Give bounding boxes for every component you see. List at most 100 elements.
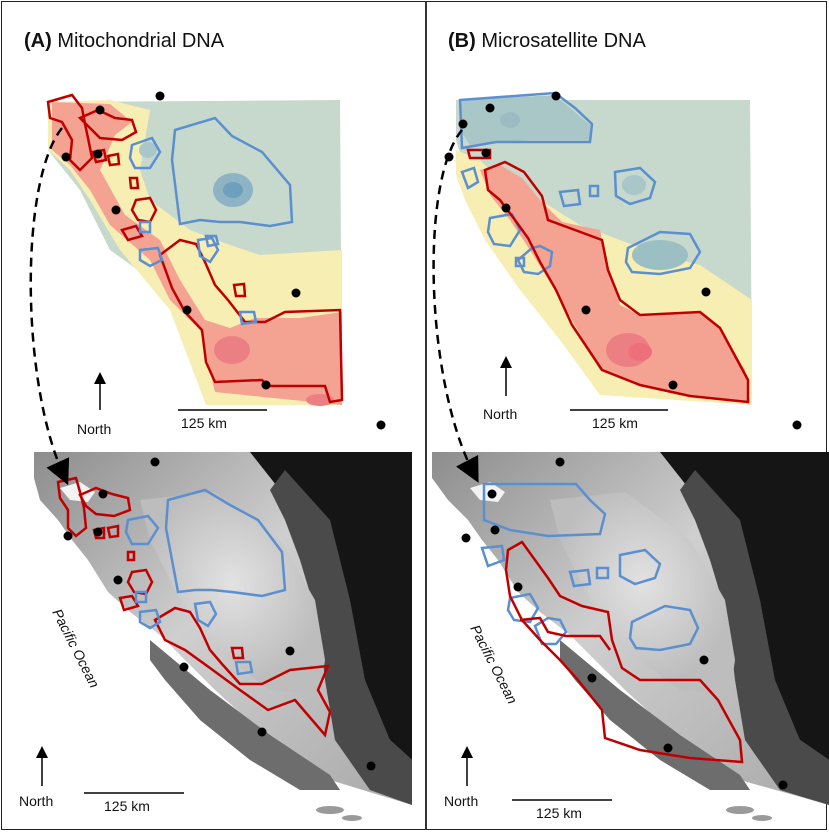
panel-b-low-region	[568, 568, 592, 588]
panel-a-low-region	[164, 488, 287, 598]
panel-b-island	[726, 806, 754, 814]
panel-a-top-regions	[46, 93, 344, 404]
panel-b-high-region	[519, 616, 612, 651]
sample-point	[61, 152, 71, 162]
panel-a-high-region	[56, 476, 88, 538]
sample-point	[291, 288, 301, 298]
panel-a-high-region	[77, 108, 138, 142]
panel-a-north-label-top: North	[77, 421, 111, 437]
panel-b-low-region	[624, 230, 702, 276]
panel-a-high-region	[128, 176, 140, 190]
sample-point	[155, 91, 165, 101]
sample-point	[179, 662, 189, 672]
panel-a-high-region	[118, 594, 140, 612]
sample-point	[778, 780, 788, 790]
panel-b-low-region	[514, 256, 526, 268]
panel-b-low-region	[613, 166, 657, 206]
sample-point	[668, 380, 678, 390]
panel-b-coast-range	[560, 640, 750, 790]
panel-a-surface-trough	[223, 182, 243, 198]
panel-a-low-region	[138, 608, 162, 630]
panel-a-north-label-bottom: North	[19, 793, 53, 809]
panel-a-low-region	[238, 310, 258, 326]
panel-a-coast-range	[150, 640, 340, 790]
sample-point	[366, 761, 376, 771]
panel-a-low-region	[134, 590, 148, 604]
sample-point	[701, 287, 711, 297]
panel-a-island	[316, 806, 344, 814]
sample-point	[663, 743, 673, 753]
panel-b-top-regions	[458, 91, 750, 404]
sample-point	[513, 582, 523, 592]
panel-a-high-region	[153, 606, 332, 738]
sample-point	[501, 203, 511, 213]
panel-a-low-region	[170, 116, 294, 228]
panel-b-bay-area	[470, 482, 505, 502]
panel-a-low-region	[138, 220, 152, 234]
sample-point	[93, 527, 103, 537]
panel-a-top-sample-points	[61, 91, 386, 430]
panel-divider	[425, 1, 427, 830]
sample-point	[699, 655, 709, 665]
panel-b-ocean-label: Pacific Ocean	[467, 622, 521, 706]
panel-b-surface-trough	[622, 175, 646, 195]
panel-a-surface-peak	[306, 394, 334, 406]
panel-b-low-region	[506, 592, 540, 624]
sample-point	[257, 727, 267, 737]
panel-a-ocean-label: Pacific Ocean	[49, 606, 103, 690]
panel-b-low-region	[533, 616, 568, 646]
panel-a-high-region	[106, 152, 121, 167]
panel-a-low-region	[124, 514, 160, 546]
panel-b-north-label-top: North	[483, 406, 517, 422]
panel-a-connector-arrow	[29, 127, 70, 486]
panel-a-surface-map	[48, 100, 342, 406]
panel-b-surface-trough	[500, 112, 520, 128]
sample-point	[481, 148, 491, 158]
panel-b-low-region	[595, 566, 610, 580]
panel-a-high-region	[232, 282, 247, 298]
panel-a-surface-high	[52, 102, 342, 405]
panel-b-low-region	[558, 188, 582, 208]
panel-b-low-region	[618, 548, 662, 586]
sample-point	[551, 91, 561, 101]
panel-b-surface-high	[480, 165, 750, 402]
sample-point	[581, 305, 591, 315]
panel-a-high-region	[106, 524, 120, 539]
panel-b-connector-arrow	[432, 129, 479, 483]
panel-b-mountains-east-mid	[680, 470, 829, 805]
sample-point	[95, 105, 105, 115]
sample-point	[150, 457, 160, 467]
panel-a-mountains-east-mid	[270, 470, 412, 805]
sample-point	[458, 119, 468, 129]
panel-a-title: (A) Mitochondrial DNA	[24, 30, 224, 53]
panel-a-low-region	[196, 236, 220, 264]
panel-b-low-region	[482, 482, 607, 538]
sample-point	[285, 646, 295, 656]
sample-point	[182, 305, 192, 315]
panel-a-mountains-east	[250, 452, 412, 760]
panel-a-low-region	[204, 234, 220, 248]
sample-point	[376, 420, 386, 430]
panel-a-high-region	[126, 550, 136, 562]
panel-b-surface-peak	[628, 343, 652, 361]
panel-b-letter: (B)	[448, 30, 476, 52]
panel-b-low-region	[460, 166, 480, 190]
panel-a-valley	[140, 492, 325, 695]
panel-b-bottom-regions	[480, 482, 744, 764]
panel-a-surface-trough	[139, 142, 157, 158]
panel-b-high-region	[483, 160, 750, 404]
panel-a-low-region	[138, 246, 164, 268]
sample-point	[111, 205, 121, 215]
sample-point	[490, 525, 500, 535]
sample-point	[485, 103, 495, 113]
panel-b-island	[752, 815, 772, 821]
panel-b-scale-label-top: 125 km	[592, 415, 638, 431]
panel-a-bay-area	[60, 482, 95, 502]
sample-point	[63, 531, 73, 541]
panel-a-scale-label-bottom: 125 km	[104, 798, 150, 814]
panel-b-low-region	[480, 544, 506, 568]
panel-a-high-region	[120, 224, 144, 242]
panel-b-title-text: Microsatellite DNA	[481, 30, 646, 52]
sample-point	[461, 533, 471, 543]
